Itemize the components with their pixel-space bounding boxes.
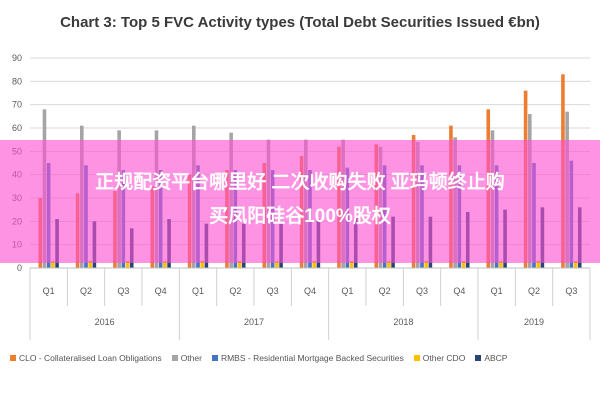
- x-tick-label: Q3: [416, 286, 428, 296]
- promo-banner: [0, 140, 600, 263]
- y-tick-label: 80: [12, 76, 22, 86]
- bar-3: [424, 261, 428, 268]
- bar-3: [387, 261, 391, 268]
- legend-swatch: [171, 355, 178, 361]
- x-tick-label: Q1: [192, 286, 204, 296]
- legend-label: CLO - Collateralised Loan Obligations: [19, 353, 162, 363]
- y-tick-label: 60: [12, 123, 22, 133]
- x-tick-label: Q1: [341, 286, 353, 296]
- legend-label: ABCP: [484, 353, 508, 363]
- bar-3: [163, 261, 167, 268]
- chart-legend: CLO - Collateralised Loan Obligations Oth…: [10, 353, 600, 363]
- legend-label: Other CDO: [422, 353, 466, 363]
- year-label: 2016: [95, 317, 115, 327]
- x-tick-label: Q4: [155, 286, 167, 296]
- y-tick-label: 70: [12, 100, 22, 110]
- x-tick-label: Q2: [80, 286, 92, 296]
- promo-banner-text: 正规配资平台哪里好 二次收购失败 亚玛顿终止购 买凤阳硅谷100%股权: [20, 166, 580, 234]
- legend-item: RMBS - Residential Mortgage Backed Secur…: [211, 353, 404, 363]
- chart-title: Chart 3: Top 5 FVC Activity types (Total…: [60, 14, 540, 31]
- bar-3: [536, 261, 540, 268]
- legend-swatch: [413, 355, 420, 361]
- x-tick-label: Q3: [117, 286, 129, 296]
- y-tick-label: 90: [12, 53, 22, 63]
- legend-label: Other: [180, 353, 202, 363]
- x-tick-label: Q2: [528, 286, 540, 296]
- bar-3: [275, 261, 279, 268]
- legend-swatch: [475, 355, 482, 361]
- x-tick-label: Q3: [267, 286, 279, 296]
- bar-3: [573, 261, 578, 268]
- legend-item: Other: [171, 353, 202, 363]
- x-tick-label: Q3: [565, 286, 577, 296]
- x-tick-label: Q2: [379, 286, 391, 296]
- year-label: 2017: [244, 317, 264, 327]
- legend-item: CLO - Collateralised Loan Obligations: [10, 353, 162, 363]
- bar-3: [237, 261, 242, 268]
- legend-item: ABCP: [475, 353, 507, 363]
- bar-3: [349, 261, 354, 268]
- legend-swatch: [10, 355, 16, 361]
- y-tick-label: 0: [17, 263, 22, 273]
- year-label: 2019: [524, 317, 544, 327]
- x-tick-label: Q4: [304, 286, 316, 296]
- legend-item: Other CDO: [413, 353, 466, 363]
- bar-3: [312, 261, 316, 268]
- promo-banner-line-2: 买凤阳硅谷100%股权: [209, 206, 391, 227]
- bar-3: [51, 261, 55, 268]
- legend-swatch: [211, 355, 218, 361]
- legend-label: RMBS - Residential Mortgage Backed Secur…: [220, 353, 404, 363]
- promo-banner-line-1: 正规配资平台哪里好 二次收购失败 亚玛顿终止购: [95, 172, 505, 193]
- bar-3: [88, 261, 92, 268]
- x-tick-label: Q1: [43, 286, 55, 296]
- x-tick-label: Q2: [229, 286, 241, 296]
- bar-3: [499, 261, 503, 268]
- axis-layer: 0102030405060708090Q1Q2Q3Q4Q1Q2Q3Q4Q1Q2Q…: [12, 53, 591, 340]
- x-tick-label: Q4: [453, 286, 465, 296]
- year-label: 2018: [393, 317, 413, 327]
- x-tick-label: Q1: [491, 286, 503, 296]
- bar-3: [200, 261, 204, 268]
- bar-3: [461, 261, 466, 268]
- bar-3: [125, 261, 130, 268]
